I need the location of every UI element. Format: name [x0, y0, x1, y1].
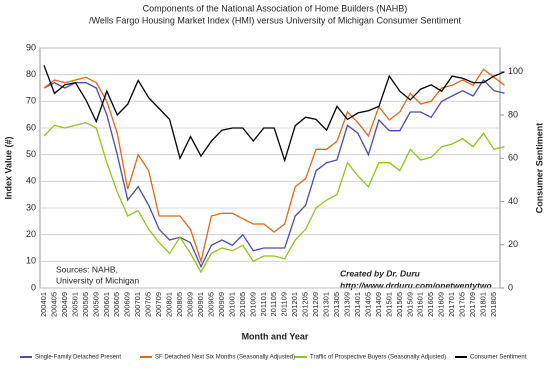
x-tick-label: 201709	[468, 292, 477, 317]
y-tick-label: 50	[26, 149, 36, 159]
legend-label: Single-Family Detached Present	[35, 355, 121, 361]
x-tick-label: 201109	[280, 292, 289, 316]
y2-tick-label: 60	[508, 153, 518, 163]
x-tick-label: 200709	[154, 292, 163, 317]
x-axis-title: Month and Year	[242, 331, 309, 341]
x-tick-label: 201309	[342, 292, 351, 317]
x-tick-label: 201609	[437, 292, 446, 317]
legend-label: SF Detached Next Six Months (Seasonally …	[155, 355, 295, 361]
y-tick-label: 30	[26, 202, 36, 212]
x-tick-label: 201701	[447, 292, 456, 317]
x-tick-label: 200809	[185, 292, 194, 317]
x-tick-label: 201009	[248, 292, 257, 317]
chart-title: Components of the National Association o…	[143, 3, 408, 13]
x-tick-label: 201805	[489, 292, 498, 317]
x-tick-label: 201205	[301, 292, 310, 317]
y2-tick-label: 80	[508, 109, 518, 119]
annotation: University of Michigan	[56, 275, 139, 285]
x-tick-label: 200905	[206, 292, 215, 317]
x-tick-label: 201005	[238, 292, 247, 317]
x-tick-label: 201801	[479, 292, 488, 317]
x-tick-label: 201201	[290, 292, 299, 317]
x-tick-label: 200409	[60, 292, 69, 317]
y2-tick-label: 40	[508, 196, 518, 206]
x-tick-label: 200901	[196, 292, 205, 317]
y-tick-label: 80	[26, 69, 36, 79]
annotation: http://www.drduru.com/onetwentytwo	[340, 280, 492, 290]
x-tick-label: 201001	[227, 292, 236, 317]
x-tick-label: 201301	[322, 292, 331, 317]
x-tick-label: 201401	[353, 292, 362, 317]
x-tick-label: 201101	[259, 292, 268, 316]
series-line	[43, 65, 505, 163]
x-tick-label: 200505	[81, 292, 90, 317]
x-tick-label: 201509	[405, 292, 414, 317]
x-tick-label: 200401	[39, 292, 48, 317]
x-tick-label: 200909	[217, 292, 226, 317]
legend-label: Traffic of Prospective Buyers (Seasonall…	[310, 355, 446, 361]
x-tick-label: 201505	[395, 292, 404, 317]
annotation: Created by Dr. Duru	[340, 268, 421, 278]
y-tick-label: 40	[26, 176, 36, 186]
x-tick-label: 201601	[416, 292, 425, 317]
y-tick-label: 10	[26, 256, 36, 266]
y-axis-title: Index Value (#)	[3, 136, 13, 199]
series-line	[43, 68, 505, 264]
x-tick-label: 200509	[91, 292, 100, 317]
chart-subtitle: /Wells Fargo Housing Market Index (HMI) …	[89, 15, 461, 25]
x-tick-label: 200405	[49, 292, 58, 317]
x-tick-label: 201705	[458, 292, 467, 317]
y2-axis-title: Consumer Sentiment	[534, 123, 544, 214]
x-tick-label: 201405	[363, 292, 372, 317]
series-line	[43, 78, 505, 269]
x-tick-label: 201409	[374, 292, 383, 317]
y-tick-label: 70	[26, 96, 36, 106]
x-tick-label: 201209	[311, 292, 320, 317]
x-tick-label: 201501	[384, 292, 393, 317]
legend-label: Consumer Sentiment	[470, 355, 527, 361]
series-line	[43, 122, 505, 274]
x-tick-label: 200609	[123, 292, 132, 317]
x-tick-label: 201605	[426, 292, 435, 317]
x-tick-label: 200601	[102, 292, 111, 317]
x-tick-label: 200801	[165, 292, 174, 317]
annotation: Sources: NAHB,	[56, 264, 118, 274]
x-tick-label: 200705	[144, 292, 153, 317]
x-tick-label: 200701	[133, 292, 142, 317]
x-tick-label: 200501	[70, 292, 79, 317]
x-tick-label: 200605	[112, 292, 121, 317]
y2-tick-label: 0	[508, 282, 513, 292]
y-tick-label: 20	[26, 229, 36, 239]
y-tick-label: 60	[26, 122, 36, 132]
y-tick-label: 90	[26, 42, 36, 52]
y2-tick-label: 100	[508, 66, 523, 76]
y2-tick-label: 20	[508, 239, 518, 249]
y-tick-label: 0	[31, 282, 36, 292]
x-tick-label: 200805	[175, 292, 184, 317]
x-tick-label: 201305	[332, 292, 341, 317]
x-tick-label: 201105	[269, 292, 278, 316]
